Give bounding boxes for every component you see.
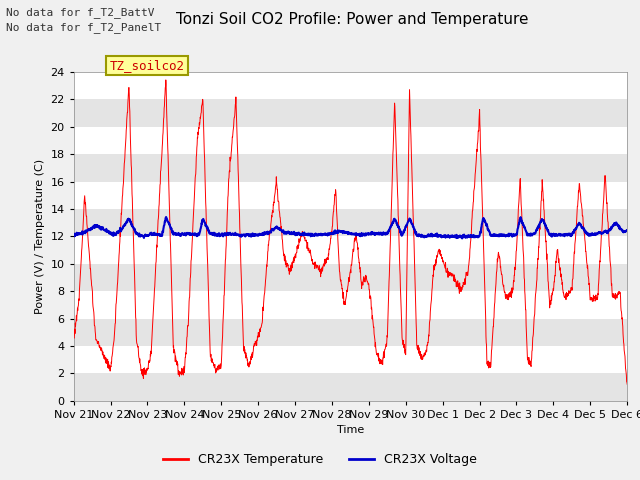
- Bar: [74, 236, 627, 264]
- Legend: CR23X Temperature, CR23X Voltage: CR23X Temperature, CR23X Voltage: [159, 448, 481, 471]
- Bar: [74, 127, 627, 154]
- Bar: [74, 181, 627, 209]
- Text: TZ_soilco2: TZ_soilco2: [109, 59, 184, 72]
- X-axis label: Time: Time: [337, 425, 364, 435]
- Text: Tonzi Soil CO2 Profile: Power and Temperature: Tonzi Soil CO2 Profile: Power and Temper…: [176, 12, 528, 27]
- Y-axis label: Power (V) / Temperature (C): Power (V) / Temperature (C): [35, 159, 45, 314]
- Text: No data for f_T2_PanelT: No data for f_T2_PanelT: [6, 22, 162, 33]
- Bar: [74, 154, 627, 181]
- Bar: [74, 346, 627, 373]
- Text: No data for f_T2_BattV: No data for f_T2_BattV: [6, 7, 155, 18]
- Bar: [74, 209, 627, 236]
- Bar: [74, 72, 627, 99]
- Bar: [74, 99, 627, 127]
- Bar: [74, 319, 627, 346]
- Bar: [74, 264, 627, 291]
- Bar: [74, 291, 627, 319]
- Bar: [74, 373, 627, 401]
